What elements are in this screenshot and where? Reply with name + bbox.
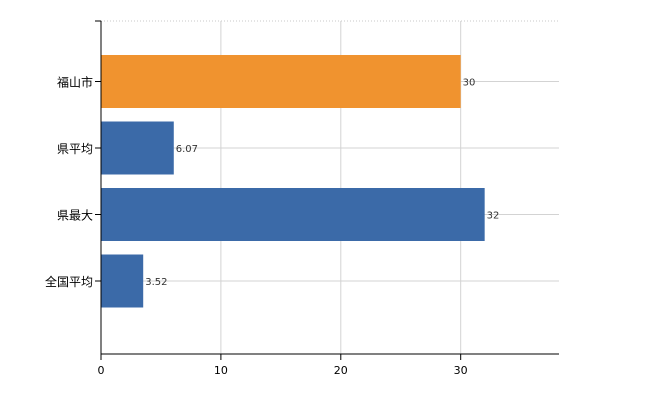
x-tick-label-3: 20 <box>334 364 348 377</box>
bar-3 <box>101 188 485 241</box>
x-tick-label-2: 10 <box>214 364 228 377</box>
bar-4 <box>101 254 144 308</box>
bar-2 <box>101 121 174 175</box>
data-label-2: 6.07 <box>176 144 198 155</box>
category-label-3: 県最大 <box>57 209 93 223</box>
category-label-4: 全国平均 <box>45 274 93 289</box>
bar-1 <box>101 55 461 108</box>
bar-layer <box>101 55 485 308</box>
x-tick-label-4: 30 <box>454 364 468 377</box>
category-label-1: 福山市 <box>57 75 93 90</box>
axis-layer <box>95 20 559 360</box>
data-label-1: 30 <box>463 78 476 89</box>
category-label-2: 県平均 <box>57 142 93 156</box>
x-tick-label-1: 0 <box>98 364 105 377</box>
data-label-3: 32 <box>487 211 500 222</box>
data-label-4: 3.52 <box>145 277 167 288</box>
